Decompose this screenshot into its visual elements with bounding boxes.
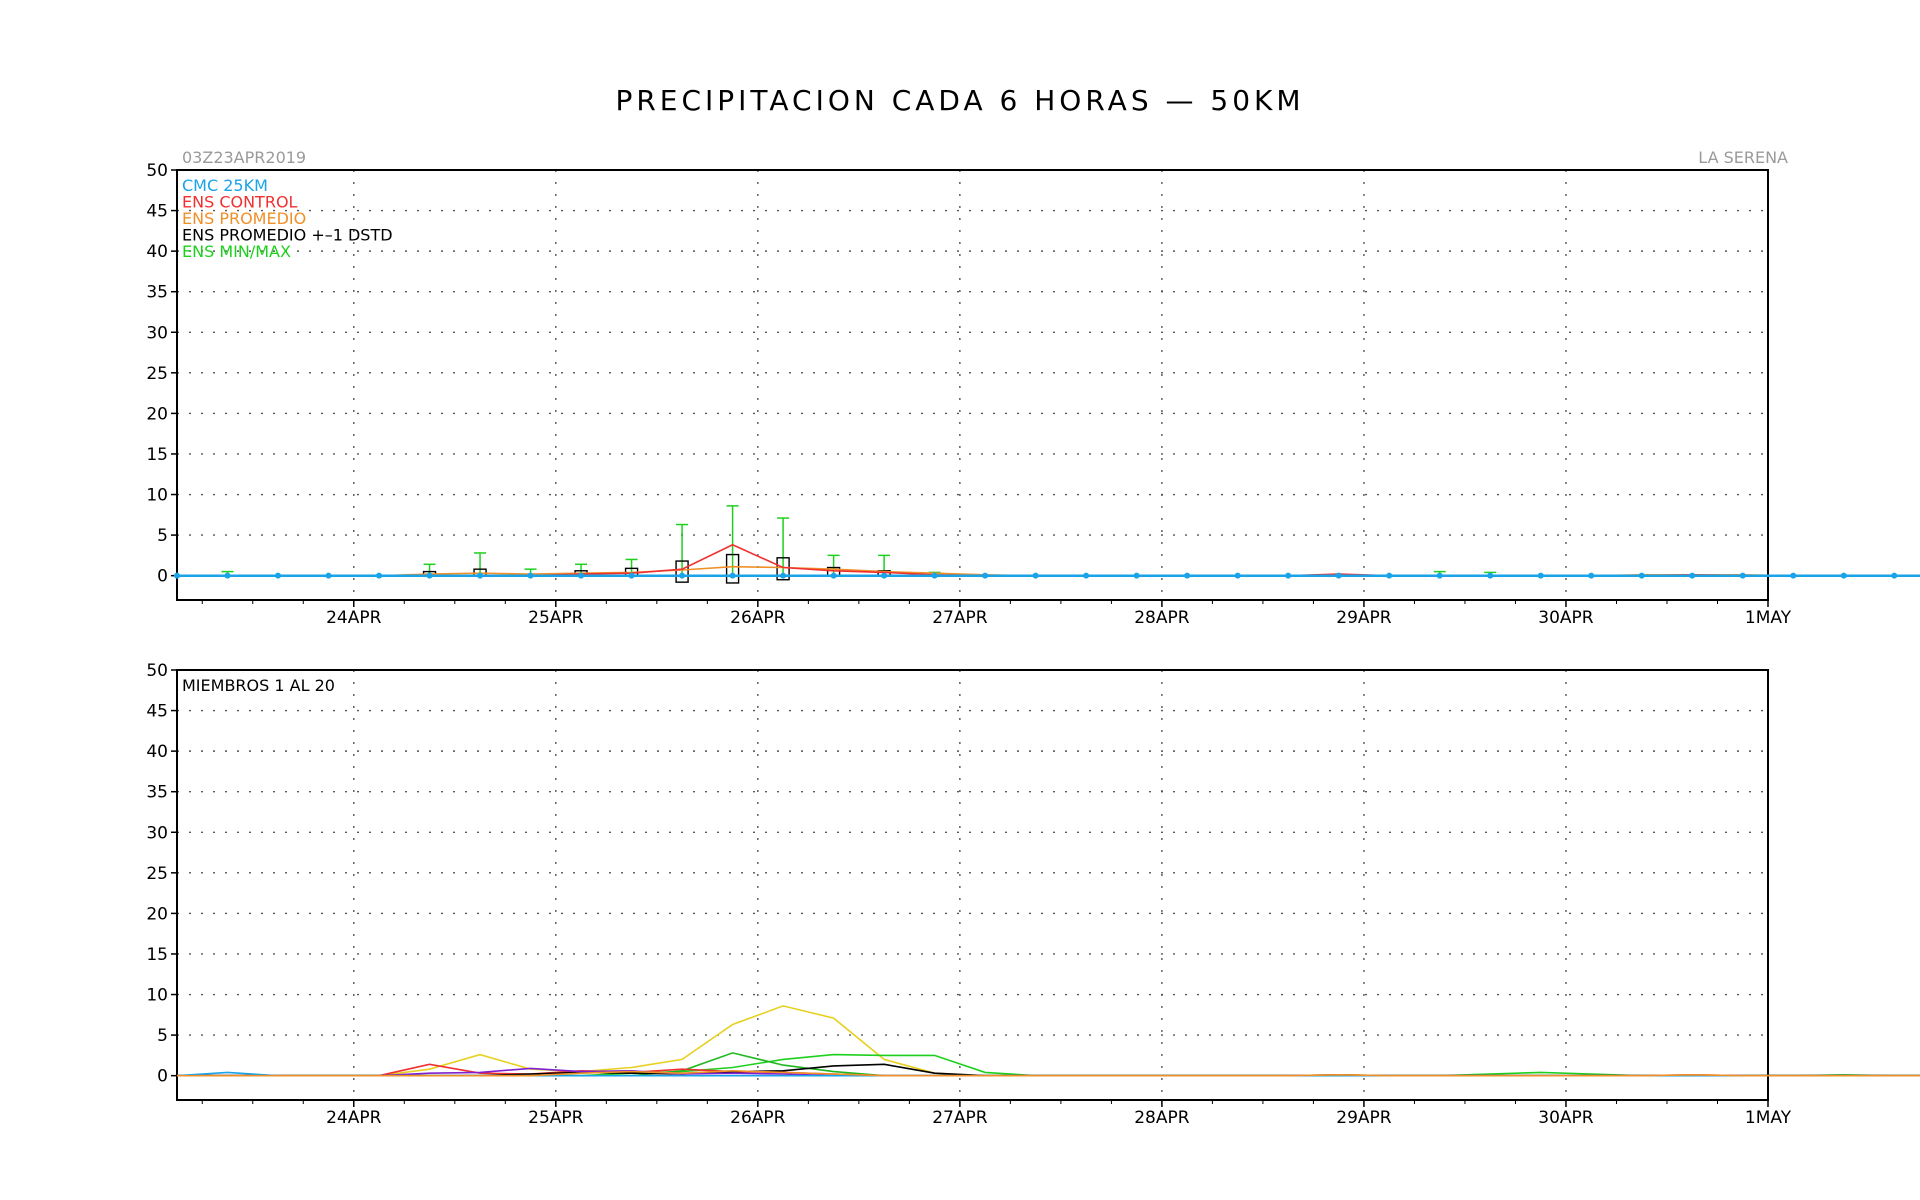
cmc-point	[376, 572, 383, 579]
cmc-point	[1032, 572, 1039, 579]
cmc-point	[275, 572, 282, 579]
cmc-point	[1689, 572, 1696, 579]
legend-entry: ENS PROMEDIO	[182, 209, 306, 228]
cmc-point	[1184, 572, 1191, 579]
y-tick-label: 15	[146, 945, 168, 965]
x-tick-label: 27APR	[932, 1108, 988, 1128]
cmc-point	[830, 572, 837, 579]
cmc-point	[1083, 572, 1090, 579]
cmc-point	[729, 572, 736, 579]
x-tick-label: 1MAY	[1745, 1108, 1792, 1128]
chart-title: PRECIPITACION CADA 6 HORAS — 50KM	[615, 84, 1304, 117]
dstd-box	[675, 560, 689, 583]
x-tick-label: 1MAY	[1745, 608, 1792, 628]
x-tick-label: 27APR	[932, 608, 988, 628]
y-tick-label: 0	[157, 567, 168, 587]
x-tick-label: 28APR	[1134, 608, 1190, 628]
legend-entry: ENS CONTROL	[182, 193, 298, 212]
ensemble-stats-panel: 0 5 10 15 20 25 30 35 40 45 50 24APR 25APR 26APR 27APR…	[146, 161, 1920, 628]
cmc-point	[1285, 572, 1292, 579]
members-panel: 0 5 10 15 20 25 30 35 40 45 50 24APR 25APR 26APR 27APR…	[146, 661, 1920, 1128]
cmc-point	[1133, 572, 1140, 579]
x-tick-label: 30APR	[1538, 608, 1594, 628]
cmc-point	[1588, 572, 1595, 579]
control-line	[177, 543, 1920, 577]
member-line	[177, 1063, 1920, 1077]
x-tick-label: 26APR	[730, 608, 786, 628]
y-tick-label: 45	[146, 702, 168, 722]
cmc-point	[1234, 572, 1241, 579]
y-tick-label: 5	[157, 526, 168, 546]
promedio-line	[177, 565, 1920, 577]
cmc-point	[1739, 572, 1746, 579]
members-annotation: MIEMBROS 1 AL 20	[182, 676, 335, 695]
cmc-point	[174, 572, 180, 579]
x-tick-label: 29APR	[1336, 608, 1392, 628]
y-tick-label: 25	[146, 864, 168, 884]
legend-entry: ENS PROMEDIO +–1 DSTD	[182, 226, 393, 245]
cmc-point	[527, 572, 534, 579]
cmc-point	[426, 572, 433, 579]
cmc-point	[1891, 572, 1898, 579]
y-tick-label: 20	[146, 904, 168, 924]
cmc-point	[982, 572, 989, 579]
cmc-point	[881, 572, 888, 579]
x-tick-label: 28APR	[1134, 1108, 1190, 1128]
y-tick-label: 25	[146, 364, 168, 384]
y-tick-label: 0	[157, 1067, 168, 1087]
y-tick-label: 45	[146, 202, 168, 222]
cmc-point	[477, 572, 484, 579]
cmc-point	[1436, 572, 1443, 579]
y-tick-label: 15	[146, 445, 168, 465]
x-tick-label: 24APR	[326, 608, 382, 628]
x-tick-label: 25APR	[528, 1108, 584, 1128]
y-tick-label: 40	[146, 242, 168, 262]
y-tick-label: 5	[157, 1026, 168, 1046]
x-tick-label: 24APR	[326, 1108, 382, 1128]
legend-entry: CMC 25KM	[182, 176, 268, 195]
y-tick-label: 20	[146, 404, 168, 424]
member-line	[177, 1069, 1920, 1077]
y-tick-label: 10	[146, 486, 168, 506]
x-tick-label: 30APR	[1538, 1108, 1594, 1128]
dstd-box	[725, 553, 740, 584]
cmc-point	[578, 572, 585, 579]
cmc-point	[325, 572, 332, 579]
location-label: LA SERENA	[1698, 148, 1788, 167]
y-tick-label: 10	[146, 986, 168, 1006]
y-tick-label: 30	[146, 323, 168, 343]
cmc-point	[1840, 572, 1847, 579]
cmc-point	[1790, 572, 1797, 579]
plot-frame	[176, 669, 1769, 1101]
y-tick-label: 35	[146, 783, 168, 803]
cmc-point	[1537, 572, 1544, 579]
x-tick-label: 25APR	[528, 608, 584, 628]
cmc-point	[224, 572, 231, 579]
cmc-point	[1386, 572, 1393, 579]
plot-frame	[176, 169, 1769, 601]
x-tick-label: 26APR	[730, 1108, 786, 1128]
cmc-point	[780, 572, 787, 579]
cmc-point	[679, 572, 686, 579]
y-tick-label: 50	[146, 661, 168, 681]
cmc-point	[1638, 572, 1645, 579]
cmc-point	[931, 572, 938, 579]
y-tick-label: 50	[146, 161, 168, 181]
y-tick-label: 30	[146, 823, 168, 843]
dstd-box	[776, 557, 790, 581]
legend-entry: ENS MIN/MAX	[182, 242, 291, 261]
y-tick-label: 40	[146, 742, 168, 762]
cmc-point	[1335, 572, 1342, 579]
y-tick-label: 35	[146, 283, 168, 303]
cmc-point	[1487, 572, 1494, 579]
x-tick-label: 29APR	[1336, 1108, 1392, 1128]
init-time-label: 03Z23APR2019	[182, 148, 306, 167]
cmc-point	[628, 572, 635, 579]
